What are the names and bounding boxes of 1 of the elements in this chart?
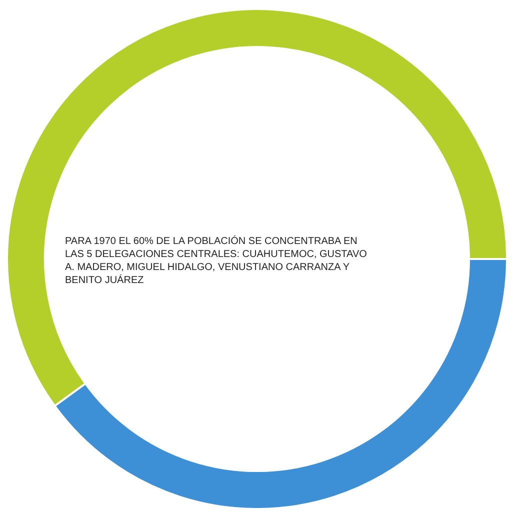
text: PARA 1970 EL 60% DE LA POBLACIÓN SE CONCENTRABA EN LAS 5 DELEGACIONES CENTRALES: CUAHUTEMOC, GUSTAVO A. MADERO, MIGUEL HIDALGO, VENUSTIANO CARRANZA Y BENITO JUÁREZ	[65, 235, 368, 286]
